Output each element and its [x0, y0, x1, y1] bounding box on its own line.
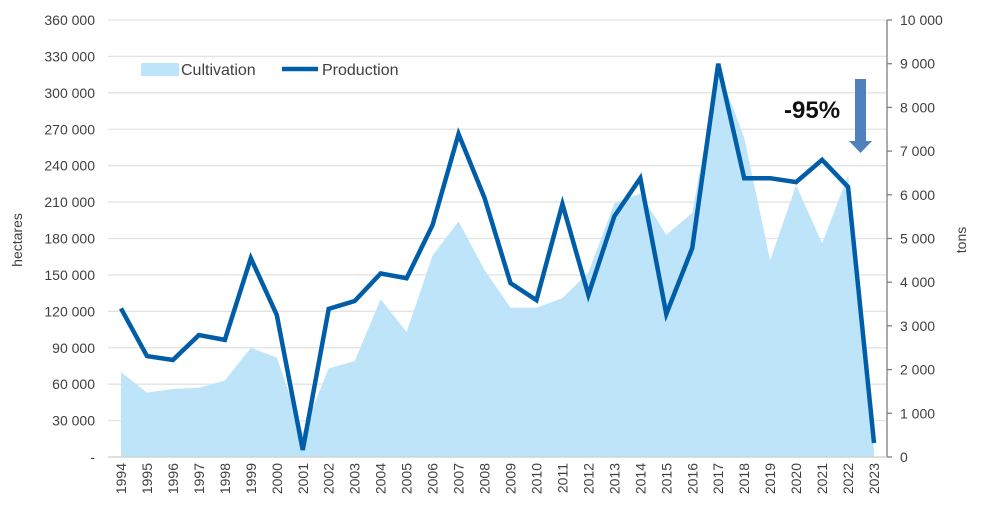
right-tick-label: 6 000: [900, 187, 935, 203]
annotation-label: -95%: [784, 97, 840, 124]
x-tick-label: 2008: [477, 463, 493, 494]
x-tick-label: 2016: [684, 463, 700, 494]
x-tick-label: 1999: [243, 463, 259, 494]
x-tick-label: 1994: [113, 463, 129, 494]
right-tick-label: 3 000: [900, 318, 935, 334]
x-tick-label: 2011: [554, 463, 570, 493]
x-tick-label: 2021: [814, 463, 830, 494]
left-tick-label: 240 000: [44, 158, 95, 174]
left-tick-label: 150 000: [44, 267, 95, 283]
cultivation-area: [120, 68, 875, 458]
legend-cultivation-swatch: [141, 63, 179, 76]
right-tick-label: 1 000: [900, 405, 935, 421]
x-tick-label: 2022: [840, 463, 856, 494]
x-tick-label: 2014: [632, 463, 648, 494]
left-tick-label: 180 000: [44, 231, 95, 247]
legend-production-label: Production: [322, 62, 399, 79]
x-tick-label: 2001: [295, 463, 311, 494]
right-tick-label: 8 000: [900, 99, 935, 115]
left-axis-title: hectares: [9, 213, 25, 267]
right-tick-label: 2 000: [900, 362, 935, 378]
x-tick-label: 2006: [425, 463, 441, 494]
legend-cultivation-label: Cultivation: [181, 62, 256, 79]
x-tick-label: 2002: [321, 463, 337, 494]
x-tick-label: 2020: [788, 463, 804, 494]
right-axis-title: tons: [953, 227, 969, 253]
production-line: [119, 63, 877, 451]
left-tick-label: 90 000: [52, 340, 95, 356]
left-tick-label: 120 000: [44, 303, 95, 319]
left-tick-label: 330 000: [44, 48, 95, 64]
x-tick-label: 2017: [710, 463, 726, 494]
right-axis: 0 1 000 2 000 3 000 4 000 5 000 6 000 7 000 8 00…: [886, 12, 943, 465]
down-arrow-icon: [849, 79, 872, 153]
x-axis: 1994 1995 1996 1997 1998 1999 2000 2001 2002 2003…: [108, 456, 887, 494]
x-tick-label: 2004: [373, 463, 389, 494]
x-tick-label: 2023: [866, 463, 882, 494]
left-tick-label: 210 000: [44, 194, 95, 210]
left-tick-label: 60 000: [52, 376, 95, 392]
x-tick-label: 2015: [658, 463, 674, 494]
x-tick-label: 2018: [736, 463, 752, 494]
right-tick-label: 0: [900, 449, 908, 465]
x-tick-label: 2010: [528, 463, 544, 494]
left-tick-label: -: [90, 449, 95, 465]
x-tick-label: 2012: [580, 463, 596, 494]
x-tick-label: 2003: [347, 463, 363, 494]
x-tick-label: 1998: [217, 463, 233, 494]
x-tick-label: 1996: [165, 463, 181, 494]
x-tick-label: 1997: [191, 463, 207, 494]
left-axis: - 30 000 60 000 90 000 120 000 150 000 180 000…: [44, 12, 95, 465]
x-tick-label: 2000: [269, 463, 285, 494]
left-tick-label: 360 000: [44, 12, 95, 28]
x-tick-label: 2005: [399, 463, 415, 494]
x-tick-label: 2013: [606, 463, 622, 494]
x-tick-label: 1995: [139, 463, 155, 494]
right-tick-label: 4 000: [900, 274, 935, 290]
right-tick-label: 9 000: [900, 56, 935, 72]
x-tick-label: 2019: [762, 463, 778, 494]
right-tick-label: 10 000: [900, 12, 943, 28]
left-tick-label: 300 000: [44, 85, 95, 101]
right-tick-label: 5 000: [900, 231, 935, 247]
left-tick-label: 30 000: [52, 413, 95, 429]
x-tick-label: 2009: [502, 463, 518, 494]
left-tick-label: 270 000: [44, 121, 95, 137]
legend: Cultivation Production: [141, 62, 399, 79]
right-tick-label: 7 000: [900, 143, 935, 159]
x-tick-label: 2007: [451, 463, 467, 494]
